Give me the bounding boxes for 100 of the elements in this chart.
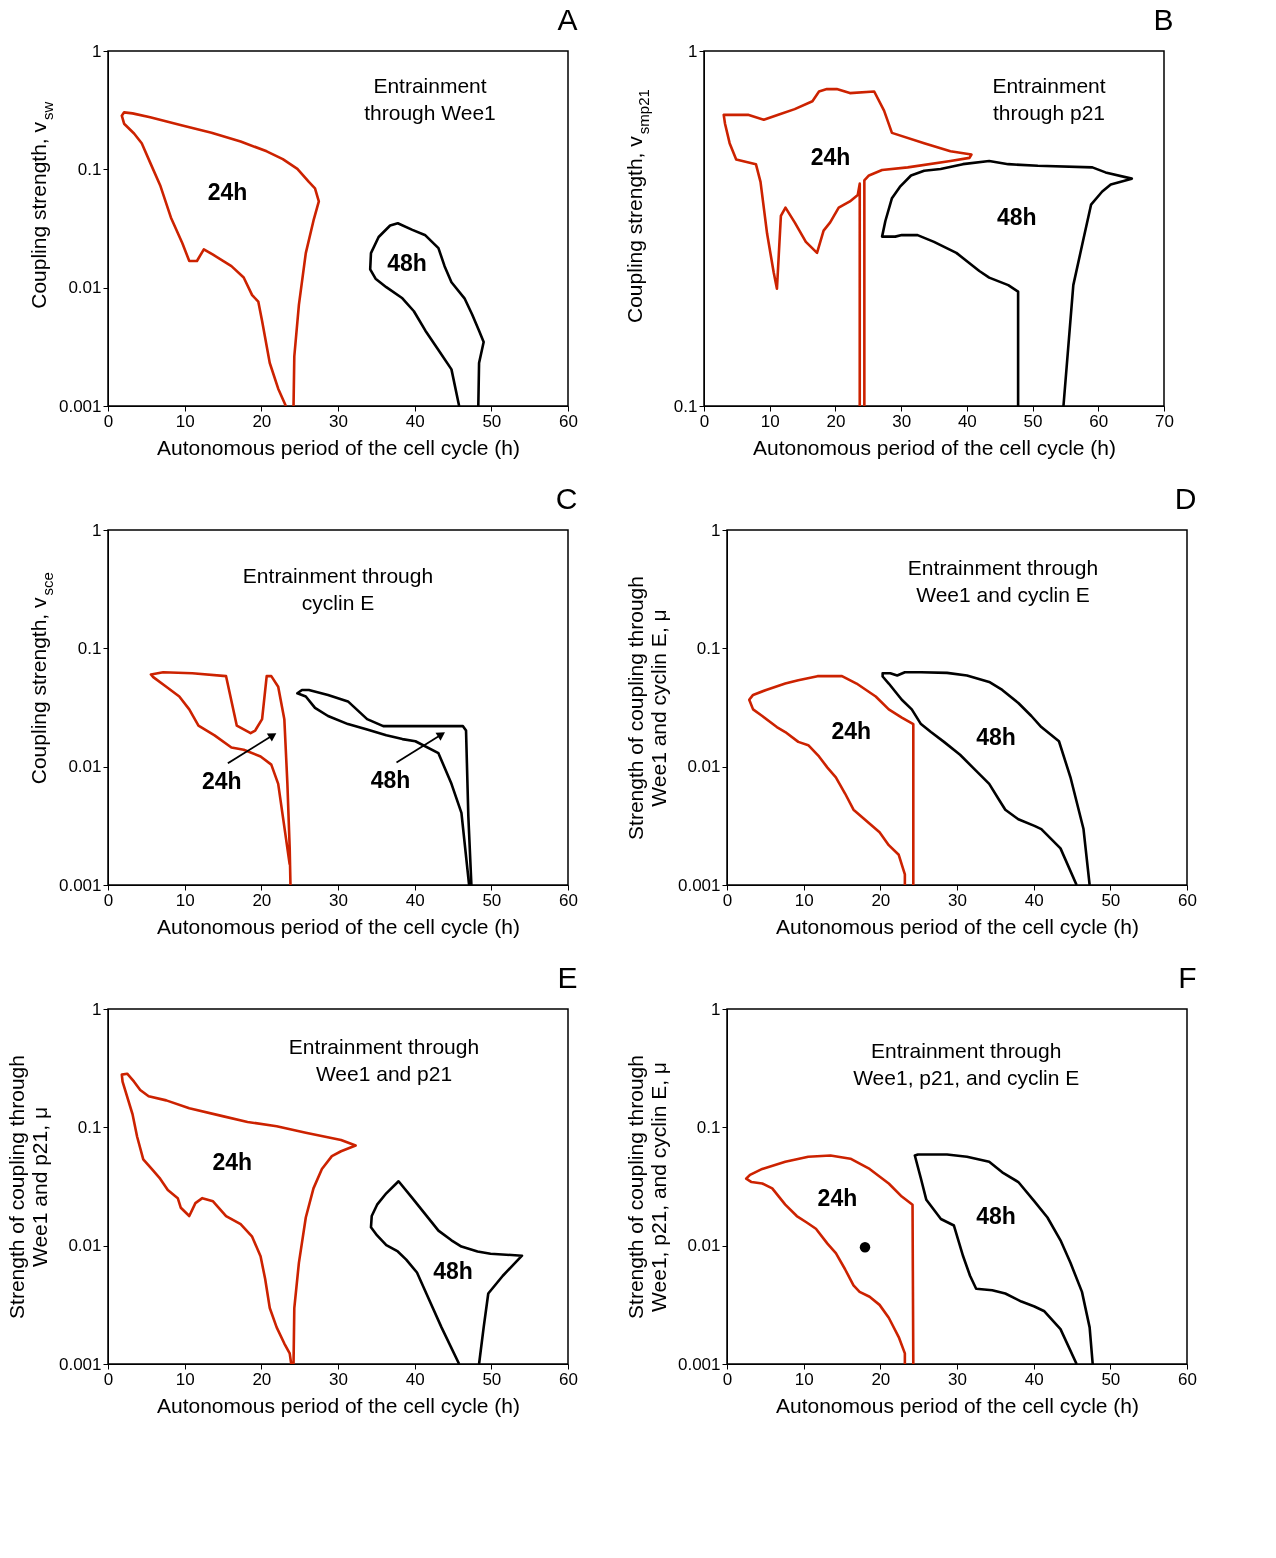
x-tick-label: 40 (1024, 890, 1044, 910)
x-tick-label: 30 (329, 890, 348, 910)
y-tick-label: 1 (92, 999, 102, 1019)
x-axis-title: Autonomous period of the cell cycle (h) (752, 435, 1117, 459)
y-tick-label: 0.1 (696, 638, 721, 658)
y-tick-label: 0.1 (77, 1117, 102, 1137)
x-tick-label: 40 (405, 1369, 425, 1389)
y-tick-label: 0.001 (58, 396, 102, 416)
annotation: Entrainment through Wee1 and p21 (288, 1035, 480, 1086)
x-tick-label: 0 (103, 1369, 114, 1389)
line-series (722, 87, 973, 406)
y-tick-label: 1 (92, 41, 102, 61)
annotation: 24h (202, 768, 242, 795)
y-tick-label: 1 (92, 520, 102, 540)
x-tick-label: 20 (252, 1369, 272, 1389)
x-tick-label: 0 (103, 890, 114, 910)
x-tick-label: 30 (329, 411, 348, 431)
y-tick-label: 0.1 (673, 396, 698, 416)
line-series (744, 1154, 915, 1364)
x-tick-label: 60 (1178, 890, 1197, 910)
x-tick-label: 30 (892, 411, 912, 431)
annotation: 48h (996, 203, 1037, 230)
x-tick-label: 10 (794, 1369, 814, 1389)
x-tick-label: 30 (329, 1369, 348, 1389)
annotation: 24h (212, 1149, 253, 1176)
annotation: Entrainment through cyclin E (242, 563, 434, 614)
x-tick-label: 10 (760, 411, 780, 431)
line-series (120, 111, 321, 406)
annotation: Entrainment through Wee1 and cyclin E (907, 556, 1099, 607)
x-tick-label: 40 (405, 411, 425, 431)
y-tick-label: 1 (711, 999, 721, 1019)
x-tick-label: 10 (175, 890, 195, 910)
y-tick-label: 0.1 (696, 1117, 721, 1137)
x-tick-label: 50 (482, 1369, 502, 1389)
x-tick-label: 60 (559, 411, 578, 431)
annotation: 24h (207, 179, 248, 205)
y-tick-label: 0.001 (677, 1354, 721, 1374)
x-tick-label: 10 (794, 890, 814, 910)
annotation: 48h (976, 723, 1016, 750)
line-series (747, 674, 915, 885)
chart-title: B (1153, 3, 1174, 36)
x-tick-label: 0 (722, 1369, 733, 1389)
y-tick-label: 0.1 (77, 159, 102, 179)
y-tick-label: 0.01 (68, 1236, 102, 1256)
x-axis-title: Autonomous period of the cell cycle (h) (156, 1393, 521, 1417)
annotation: Entrainment through Wee1 (364, 73, 496, 124)
annotation: 24h (831, 718, 872, 745)
chart-title: C (555, 482, 578, 515)
x-tick-label: 50 (482, 890, 502, 910)
annotation: Entrainment through Wee1, p21, and cyclin E (853, 1038, 1080, 1089)
x-tick-label: 50 (1101, 890, 1121, 910)
chart-title: E (557, 961, 578, 994)
annotation: Entrainment through p21 (992, 73, 1106, 124)
x-tick-label: 60 (559, 890, 578, 910)
y-tick-label: 0.01 (68, 278, 102, 298)
chart-title: F (1178, 961, 1197, 994)
annotation: 48h (433, 1257, 473, 1284)
annotation: 24h (817, 1184, 858, 1211)
y-tick-label: 0.01 (687, 757, 721, 777)
line-series (149, 670, 292, 885)
y-axis-title: Strength of coupling through Wee1 and cyclin E, μ (623, 576, 670, 840)
y-axis-title: Strength of coupling through Wee1 and p21, μ (4, 1055, 51, 1319)
x-axis-title: Autonomous period of the cell cycle (h) (156, 435, 521, 459)
y-tick-label: 1 (688, 41, 698, 61)
x-tick-label: 60 (559, 1369, 578, 1389)
y-axis-title: Coupling strength, vsce (27, 572, 56, 785)
x-axis-title: Autonomous period of the cell cycle (h) (775, 914, 1140, 938)
y-tick-label: 0.001 (58, 875, 102, 895)
y-axis-title: Coupling strength, vsw (27, 101, 56, 309)
x-axis-title: Autonomous period of the cell cycle (h) (775, 1393, 1140, 1417)
x-tick-label: 30 (948, 1369, 967, 1389)
y-tick-label: 1 (711, 520, 721, 540)
chart-title: A (557, 3, 578, 36)
y-axis-title: Coupling strength, vsmp21 (623, 89, 652, 323)
x-tick-label: 20 (252, 411, 272, 431)
x-tick-label: 30 (948, 890, 967, 910)
y-tick-label: 0.01 (68, 757, 102, 777)
y-tick-label: 0.001 (677, 875, 721, 895)
x-tick-label: 20 (252, 890, 272, 910)
x-tick-label: 20 (826, 411, 846, 431)
x-tick-label: 50 (1101, 1369, 1121, 1389)
y-axis-title: Strength of coupling through Wee1, p21, and cyclin E, μ (623, 1055, 670, 1319)
y-tick-label: 0.1 (77, 638, 102, 658)
x-tick-label: 20 (871, 890, 891, 910)
x-tick-label: 60 (1178, 1369, 1197, 1389)
y-tick-label: 0.01 (687, 1236, 721, 1256)
x-tick-label: 10 (175, 1369, 195, 1389)
x-tick-label: 40 (957, 411, 977, 431)
x-tick-label: 50 (482, 411, 502, 431)
x-tick-label: 40 (1024, 1369, 1044, 1389)
x-tick-label: 40 (405, 890, 425, 910)
y-tick-label: 0.001 (58, 1354, 102, 1374)
x-tick-label: 0 (722, 890, 733, 910)
x-tick-label: 0 (699, 411, 710, 431)
x-tick-label: 10 (175, 411, 195, 431)
annotation: 48h (370, 767, 411, 794)
annotation: 48h (976, 1202, 1016, 1229)
x-axis-title: Autonomous period of the cell cycle (h) (156, 914, 521, 938)
x-tick-label: 70 (1155, 411, 1174, 431)
annotation: 24h (810, 143, 851, 170)
